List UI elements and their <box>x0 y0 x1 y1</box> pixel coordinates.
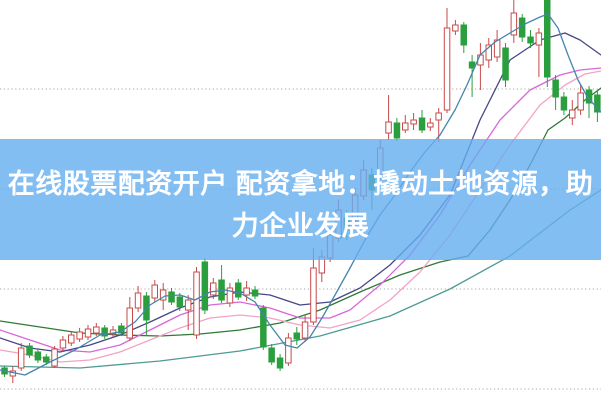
headline-line-2: 力企业发展 <box>231 210 370 241</box>
headline-line-1: 在线股票配资开户 配资拿地：撬动土地资源，助 <box>7 168 594 199</box>
headline-banner: 在线股票配资开户 配资拿地：撬动土地资源，助 力企业发展 <box>0 139 601 260</box>
